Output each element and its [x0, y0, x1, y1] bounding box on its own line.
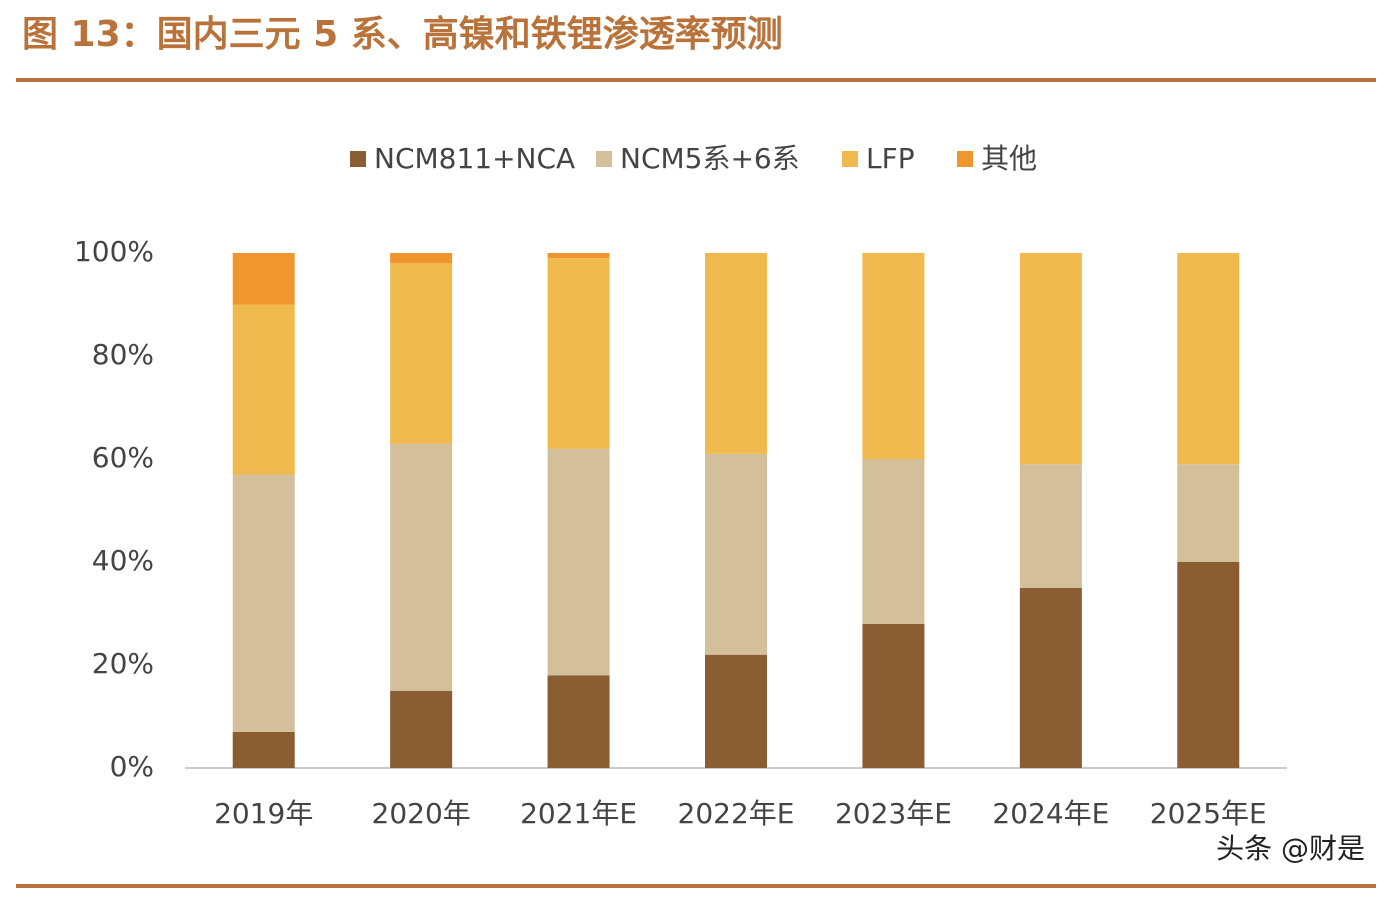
- y-tick-label: 60%: [92, 441, 154, 474]
- bar-segment: [390, 443, 453, 691]
- bar-segment: [232, 304, 295, 475]
- chart-title: 图 13：国内三元 5 系、高镍和铁锂渗透率预测: [22, 14, 783, 55]
- x-tick-label: 2020年: [372, 797, 471, 830]
- y-tick-label: 0%: [110, 750, 154, 783]
- y-tick-label: 20%: [92, 647, 154, 680]
- bar-segment: [705, 654, 767, 768]
- bar-segment: [390, 253, 453, 264]
- bar-segment: [862, 623, 925, 768]
- legend-label: LFP: [866, 142, 915, 175]
- bar-segment: [232, 474, 295, 732]
- legend-swatch: [350, 151, 366, 167]
- bar-segment: [390, 263, 453, 444]
- bar-segment: [705, 253, 767, 454]
- bar-segment: [1019, 253, 1082, 465]
- bar-segment: [232, 731, 295, 768]
- x-tick-label: 2019年: [214, 797, 313, 830]
- bar-segment: [1177, 464, 1240, 562]
- bar-segment: [1019, 464, 1082, 588]
- bar-segment: [705, 453, 767, 655]
- bar-segment: [547, 675, 610, 768]
- legend-swatch: [957, 151, 973, 167]
- legend-swatch: [842, 151, 858, 167]
- x-tick-label: 2022年E: [678, 797, 795, 830]
- bar-segment: [390, 690, 453, 768]
- legend-swatch: [596, 151, 612, 167]
- x-tick-label: 2021年E: [520, 797, 637, 830]
- bar-segment: [547, 253, 610, 259]
- legend-label: NCM5系+6系: [620, 142, 800, 175]
- bar-segment: [547, 448, 610, 676]
- bar-segment: [1177, 562, 1240, 768]
- bar-segment: [1019, 587, 1082, 768]
- bar-segment: [547, 258, 610, 449]
- bar-segment: [1177, 253, 1240, 465]
- bar-segment: [862, 253, 925, 459]
- x-tick-label: 2023年E: [835, 797, 952, 830]
- legend-label: NCM811+NCA: [374, 142, 575, 175]
- y-tick-label: 40%: [92, 544, 154, 577]
- watermark: 头条 @财是: [1216, 832, 1365, 865]
- y-tick-label: 100%: [74, 235, 154, 268]
- x-tick-label: 2024年E: [992, 797, 1109, 830]
- y-tick-label: 80%: [92, 338, 154, 371]
- bar-segment: [862, 459, 925, 624]
- x-tick-label: 2025年E: [1150, 797, 1267, 830]
- bar-segment: [232, 253, 295, 305]
- legend-label: 其他: [981, 142, 1037, 175]
